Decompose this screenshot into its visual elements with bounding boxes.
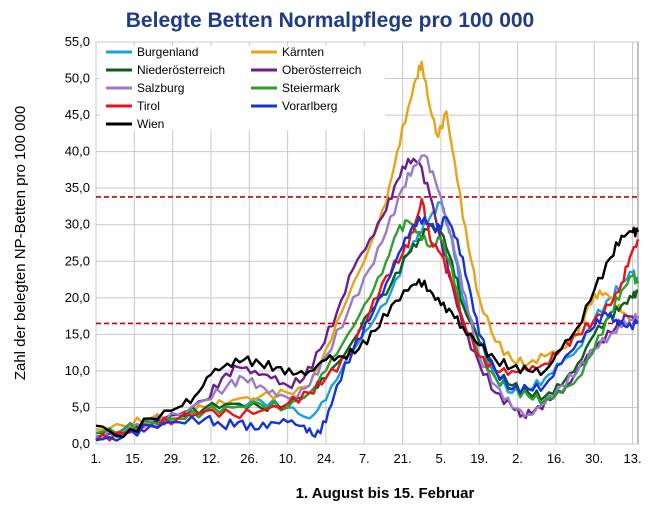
legend-label: Kärnten bbox=[282, 45, 324, 59]
legend-label: Salzburg bbox=[137, 81, 184, 95]
series-line-salzburg bbox=[95, 154, 640, 441]
x-tick-label: 30. bbox=[585, 451, 603, 466]
series-line-vorarlberg bbox=[95, 215, 639, 442]
x-tick-label: 24. bbox=[317, 451, 335, 466]
y-tick-label: 40,0 bbox=[65, 144, 90, 159]
x-tick-label: 13. bbox=[623, 451, 641, 466]
y-axis-label: Zahl der belegten NP-Betten pro 100 000 bbox=[12, 106, 29, 380]
x-tick-label: 12. bbox=[202, 451, 220, 466]
x-tick-label: 21. bbox=[394, 451, 412, 466]
y-tick-label: 5,0 bbox=[72, 399, 90, 414]
legend-label: Niederösterreich bbox=[137, 63, 225, 77]
x-axis-label: 1. August bis 15. Februar bbox=[296, 485, 475, 502]
y-tick-label: 20,0 bbox=[65, 290, 90, 305]
series-line-tirol bbox=[95, 197, 640, 442]
y-tick-label: 15,0 bbox=[65, 326, 90, 341]
y-tick-label: 45,0 bbox=[65, 107, 90, 122]
x-tick-label: 29. bbox=[164, 451, 182, 466]
series-lines bbox=[95, 60, 640, 442]
y-tick-label: 50,0 bbox=[65, 71, 90, 86]
legend-label: Steiermark bbox=[282, 81, 341, 95]
y-tick-label: 0,0 bbox=[72, 436, 90, 451]
y-tick-label: 55,0 bbox=[65, 34, 90, 49]
x-tick-label: 10. bbox=[279, 451, 297, 466]
legend-label: Oberösterreich bbox=[282, 63, 361, 77]
legend-label: Vorarlberg bbox=[282, 99, 337, 113]
series-line-steiermark bbox=[95, 219, 640, 435]
x-tick-label: 16. bbox=[547, 451, 565, 466]
legend-label: Burgenland bbox=[137, 45, 198, 59]
series-line-wien bbox=[95, 226, 640, 438]
y-tick-label: 25,0 bbox=[65, 253, 90, 268]
chart-title: Belegte Betten Normalpflege pro 100 000 bbox=[126, 9, 534, 32]
y-tick-label: 35,0 bbox=[65, 180, 90, 195]
x-tick-label: 7. bbox=[359, 451, 370, 466]
x-tick-label: 26. bbox=[240, 451, 258, 466]
x-tick-label: 5. bbox=[435, 451, 446, 466]
x-tick-label: 15. bbox=[125, 451, 143, 466]
x-tick-label: 19. bbox=[470, 451, 488, 466]
legend: Burgenland Kärnten Niederösterreich Oberöst… bbox=[100, 45, 385, 131]
x-axis-ticks: 1. 15. 29. 12. 26. 10. 24. 7. 21. 5. 19. 2. 16. 30. 13… bbox=[91, 451, 642, 466]
y-tick-label: 30,0 bbox=[65, 217, 90, 232]
x-tick-label: 2. bbox=[512, 451, 523, 466]
legend-label: Tirol bbox=[137, 99, 160, 113]
y-axis-ticks: 0,0 5,0 10,0 15,0 20,0 25,0 30,0 35,0 40,0 45,0 50… bbox=[65, 34, 90, 451]
legend-label: Wien bbox=[137, 117, 164, 131]
legend-box bbox=[100, 46, 385, 130]
y-tick-label: 10,0 bbox=[65, 363, 90, 378]
x-tick-label: 1. bbox=[91, 451, 102, 466]
reference-lines bbox=[96, 196, 638, 325]
